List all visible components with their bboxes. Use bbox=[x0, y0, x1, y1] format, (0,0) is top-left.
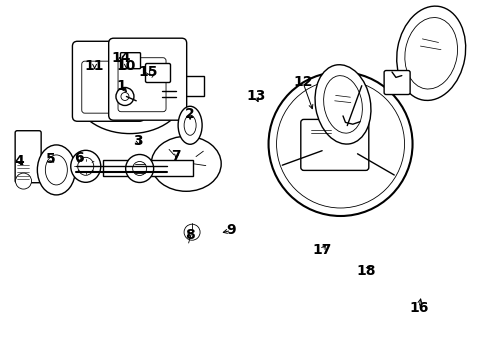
Circle shape bbox=[16, 173, 31, 189]
Circle shape bbox=[110, 86, 133, 110]
Text: 14: 14 bbox=[112, 51, 131, 65]
Ellipse shape bbox=[151, 136, 221, 191]
Ellipse shape bbox=[75, 54, 185, 134]
Circle shape bbox=[322, 126, 359, 162]
Text: 16: 16 bbox=[409, 301, 429, 315]
Text: 7: 7 bbox=[172, 149, 181, 162]
Text: 17: 17 bbox=[313, 243, 332, 257]
Circle shape bbox=[116, 92, 127, 104]
Text: 15: 15 bbox=[138, 65, 158, 79]
FancyBboxPatch shape bbox=[82, 61, 126, 113]
Circle shape bbox=[184, 224, 200, 240]
Text: 4: 4 bbox=[15, 154, 24, 168]
Ellipse shape bbox=[46, 155, 67, 185]
Ellipse shape bbox=[397, 6, 466, 100]
Text: 2: 2 bbox=[185, 108, 195, 121]
Ellipse shape bbox=[315, 65, 371, 144]
Text: 8: 8 bbox=[185, 228, 195, 242]
Circle shape bbox=[125, 154, 154, 183]
Text: 12: 12 bbox=[293, 75, 313, 89]
Ellipse shape bbox=[78, 157, 94, 175]
FancyBboxPatch shape bbox=[301, 120, 369, 170]
Ellipse shape bbox=[71, 150, 101, 182]
Text: 3: 3 bbox=[133, 134, 143, 148]
Circle shape bbox=[389, 71, 400, 84]
Circle shape bbox=[269, 72, 413, 216]
FancyBboxPatch shape bbox=[15, 131, 41, 183]
FancyBboxPatch shape bbox=[146, 63, 171, 82]
FancyBboxPatch shape bbox=[109, 38, 187, 120]
Text: 5: 5 bbox=[46, 152, 56, 166]
Text: 10: 10 bbox=[117, 59, 136, 72]
FancyBboxPatch shape bbox=[118, 58, 166, 112]
FancyBboxPatch shape bbox=[73, 41, 145, 121]
FancyBboxPatch shape bbox=[121, 53, 141, 69]
Bar bbox=[103, 160, 193, 176]
FancyBboxPatch shape bbox=[384, 71, 410, 95]
Circle shape bbox=[333, 136, 348, 152]
Circle shape bbox=[121, 93, 129, 100]
Ellipse shape bbox=[37, 145, 75, 195]
Text: 1: 1 bbox=[117, 79, 126, 93]
Ellipse shape bbox=[184, 115, 196, 135]
Text: 9: 9 bbox=[226, 224, 236, 237]
Circle shape bbox=[116, 87, 134, 105]
Bar bbox=[176, 76, 204, 96]
Text: 6: 6 bbox=[74, 152, 84, 165]
Ellipse shape bbox=[178, 106, 202, 144]
Circle shape bbox=[133, 162, 147, 175]
Text: 13: 13 bbox=[246, 90, 266, 103]
Text: 18: 18 bbox=[357, 264, 376, 278]
Text: 11: 11 bbox=[85, 59, 104, 72]
